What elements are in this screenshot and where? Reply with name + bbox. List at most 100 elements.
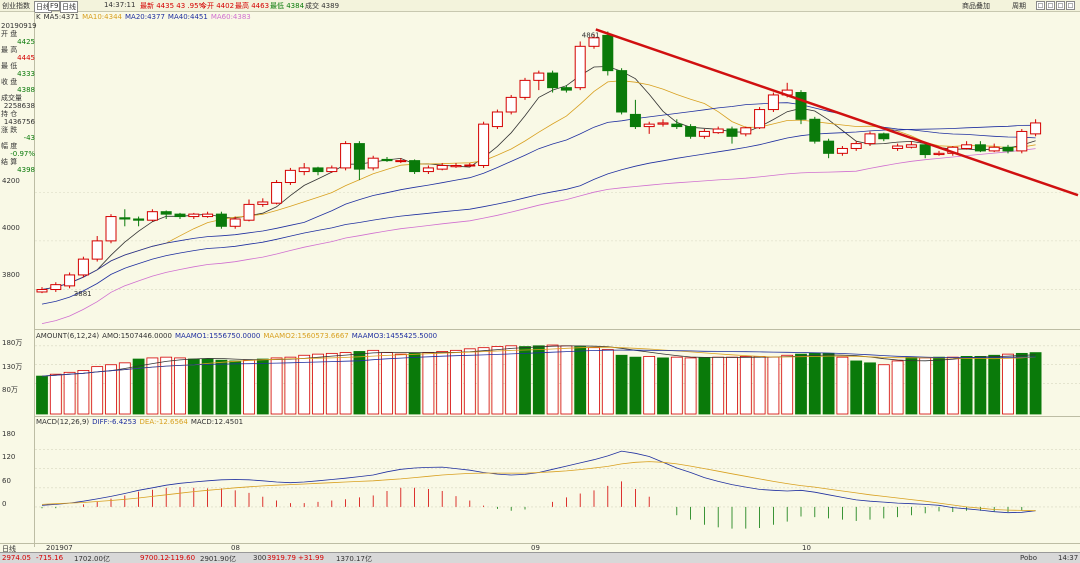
candle-up: [77, 258, 89, 276]
candle-up: [767, 94, 779, 111]
ma5-line: [41, 66, 1036, 290]
candle-up: [519, 79, 531, 98]
min-price-label: 3881: [74, 290, 92, 298]
info-value: 4398: [17, 166, 35, 174]
candle-down: [133, 218, 145, 221]
candle-down: [353, 143, 365, 170]
amount-bar-up: [422, 352, 435, 415]
amount-bar-up: [174, 357, 186, 415]
candle-up: [464, 164, 476, 167]
status-item: Pobo: [1020, 554, 1037, 562]
period-link[interactable]: 周期: [1012, 2, 1026, 10]
info-value: 4425: [17, 38, 35, 46]
daily-button[interactable]: 日线: [60, 1, 78, 13]
commodity-overlay-link[interactable]: 商品叠加: [962, 2, 990, 10]
candle-down: [560, 87, 572, 91]
amount-bar-up: [836, 356, 849, 415]
legend-entry: MACD(12,26,9): [36, 418, 90, 426]
candle-down: [381, 158, 393, 162]
candle-up: [491, 111, 503, 128]
amount-bar-down: [795, 353, 807, 415]
legend-entry: MA60:4383: [210, 13, 251, 21]
info-panel: 20190919 开 盘 4425 最 高 4445 最 低 4333 收 盘 4388 成交量…: [1, 22, 37, 174]
amount-bar-down: [822, 352, 835, 415]
amount-bar-down: [532, 345, 545, 415]
trend-line: [595, 28, 1079, 197]
amount-bar-down: [187, 358, 200, 415]
amount-bar-up: [601, 349, 614, 415]
amount-bar-down: [201, 358, 214, 415]
info-label: 结 算: [1, 158, 18, 166]
candle-down: [671, 123, 683, 128]
info-label: 成交量: [1, 94, 22, 102]
amount-tick-80: 80万: [2, 386, 18, 394]
candle-up: [105, 216, 117, 242]
amount-bar-up: [546, 344, 559, 415]
amount-bar-up: [91, 366, 104, 415]
candle-up: [298, 167, 310, 173]
amount-bar-down: [229, 360, 242, 415]
volume-quote: 成交 4389: [305, 2, 340, 10]
amount-bar-up: [146, 357, 159, 415]
amount-bar-down: [132, 358, 145, 415]
amount-bar-down: [215, 359, 228, 415]
bottom-status-bar: 2974.05 -715.16 1702.00亿 9700.12 -119.60 2901…: [0, 552, 1080, 563]
amount-bar-down: [1015, 352, 1028, 415]
ma40-line: [41, 124, 1036, 305]
f9-button[interactable]: F9: [48, 1, 61, 11]
legend-entry: K: [36, 13, 41, 21]
candle-up: [64, 274, 76, 287]
candle-up: [905, 144, 917, 148]
candle-down: [174, 213, 186, 218]
candle-up: [202, 213, 214, 218]
amount-bar-up: [339, 352, 352, 415]
amount-bar-up: [312, 353, 324, 415]
legend-entry: MA20:4377: [124, 13, 165, 21]
macd-tick-0: 0: [2, 500, 7, 508]
macd-tick-60: 60: [2, 477, 11, 485]
amount-bar-down: [933, 356, 945, 415]
candle-up: [892, 145, 904, 149]
dea-line: [41, 461, 1036, 512]
window-button-3[interactable]: □: [1056, 1, 1065, 10]
status-item: 2974.05: [2, 554, 31, 562]
amount-bar-down: [36, 375, 48, 415]
candle-up: [740, 127, 752, 135]
x-axis: [0, 543, 1080, 552]
window-button-2[interactable]: □: [1046, 1, 1055, 10]
candle-up: [367, 157, 379, 169]
info-label: 收 盘: [1, 78, 18, 86]
info-value: -0.97%: [10, 150, 35, 158]
amount-bar-down: [615, 354, 628, 415]
amount-bar-up: [877, 364, 890, 415]
amount-tick-180: 180万: [2, 339, 23, 347]
candle-up: [588, 37, 600, 47]
pane-divider-1: [35, 329, 1080, 330]
candle-up: [988, 146, 1000, 152]
status-item: 9700.12: [140, 554, 169, 562]
high-quote: 最高 4463: [235, 2, 270, 10]
window-button-1[interactable]: □: [1036, 1, 1045, 10]
info-label: 持 仓: [1, 110, 18, 118]
candle-up: [50, 284, 62, 291]
amount-bar-up: [381, 352, 393, 415]
x-label-08: 08: [231, 544, 240, 552]
amount-bar-down: [988, 354, 1001, 415]
legend-entry: MAAMO1:1556750.0000: [174, 332, 261, 340]
candle-up: [961, 144, 973, 149]
amount-bar-up: [105, 364, 117, 415]
amount-bar-down: [657, 357, 669, 415]
macd-tick-120: 120: [2, 453, 16, 461]
window-button-4[interactable]: □: [1066, 1, 1075, 10]
candle-up: [1016, 130, 1028, 152]
maamo2-line: [41, 346, 1036, 377]
candle-down: [974, 144, 986, 152]
info-label: 最 低: [1, 62, 18, 70]
candle-up: [436, 164, 448, 170]
candle-up: [326, 167, 338, 173]
info-label: 涨 跌: [1, 126, 18, 134]
candle-down: [919, 144, 931, 156]
ma-legend: K MA5:4371 MA10:4344 MA20:4377 MA40:4451 MA60…: [36, 13, 254, 21]
index-name[interactable]: 创业指数: [2, 2, 30, 10]
candle-up: [146, 211, 158, 221]
